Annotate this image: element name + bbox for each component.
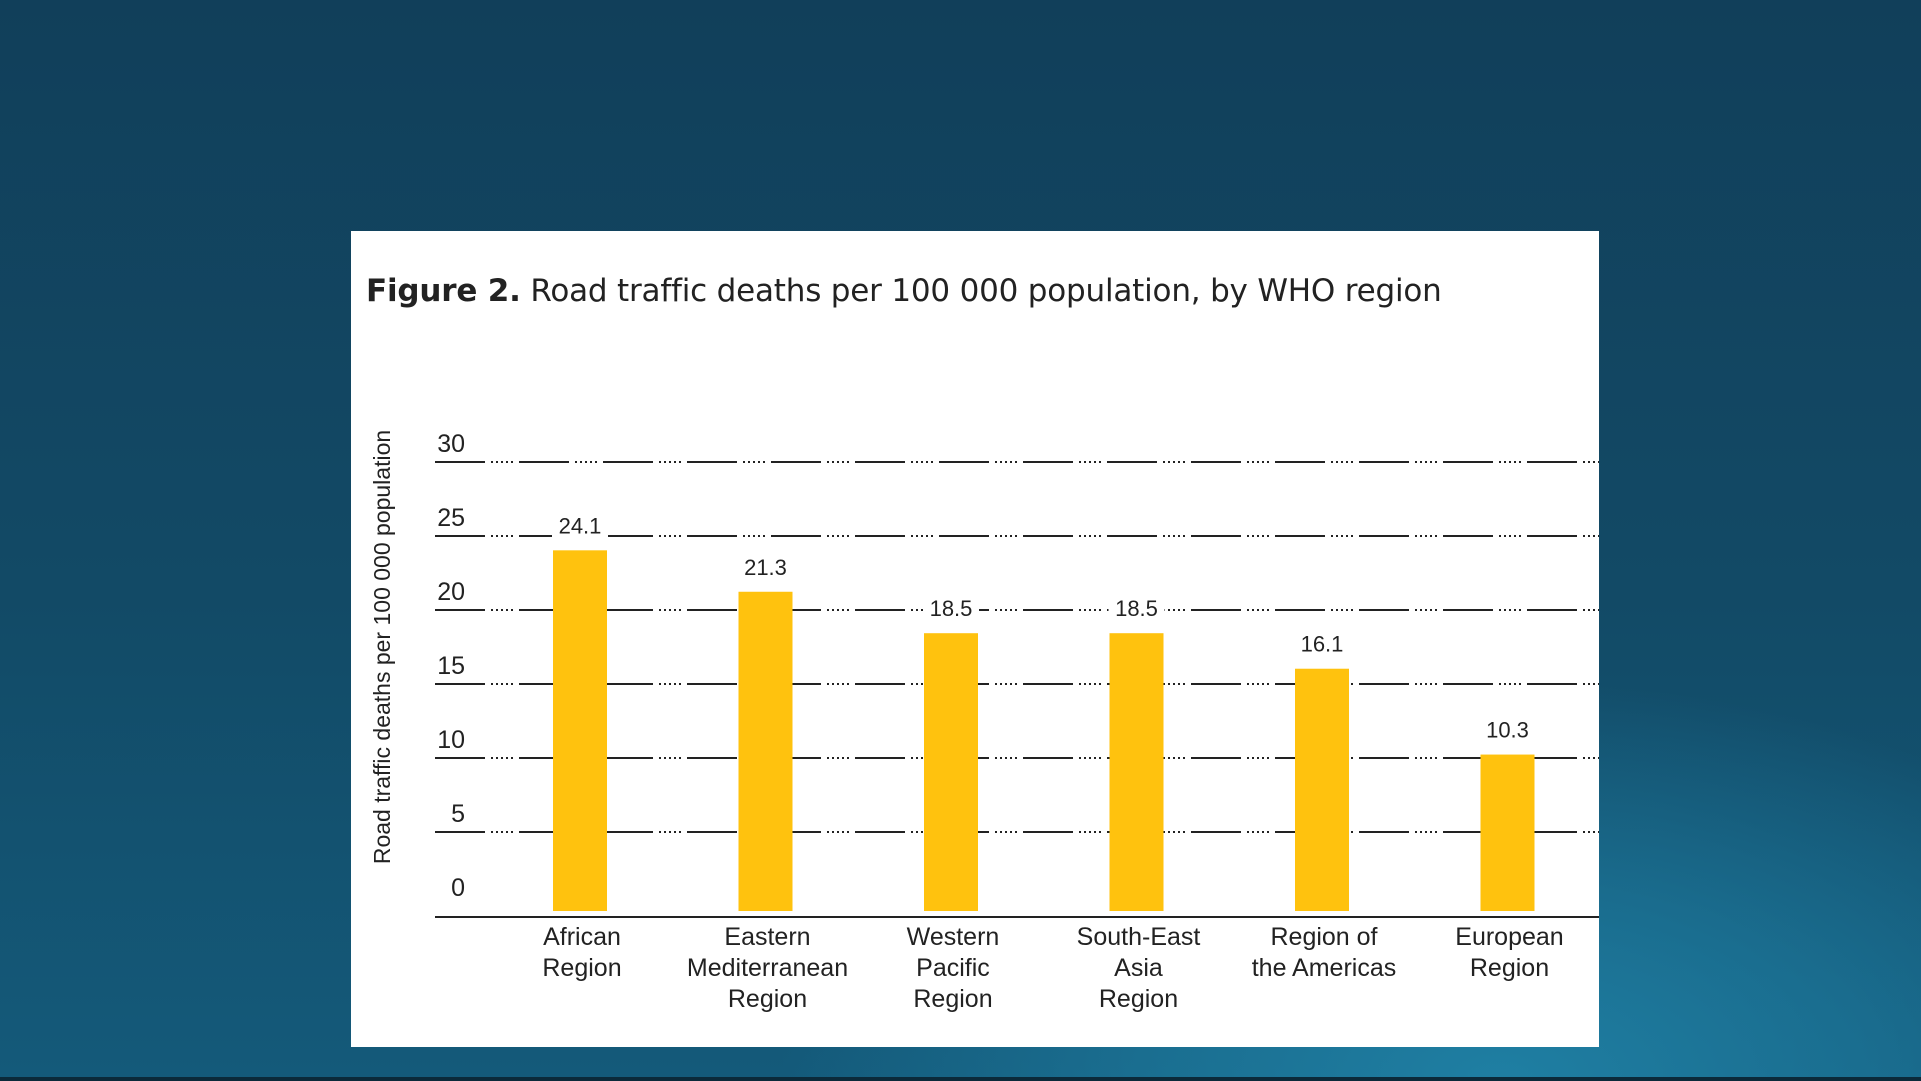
value-label-bg: [552, 512, 608, 539]
y-tick-label: 0: [451, 874, 465, 902]
x-tick-label: Western: [907, 923, 1000, 951]
y-tick-label: 20: [437, 578, 465, 606]
y-tick-label: 25: [437, 504, 465, 532]
value-label: 10.3: [1486, 718, 1529, 743]
bars: [553, 550, 1535, 911]
y-tick-label: 5: [451, 800, 465, 828]
x-tick-label: South-East: [1077, 923, 1201, 951]
bar: [553, 550, 607, 911]
bar: [738, 591, 793, 911]
y-tick-label: 15: [437, 652, 465, 680]
value-label: 18.5: [930, 596, 973, 621]
value-label-bg: [737, 553, 794, 580]
bar: [1480, 754, 1535, 911]
value-label-bg: [923, 595, 979, 622]
value-label-bg: [1294, 630, 1350, 657]
x-tick-label: Region: [1099, 985, 1178, 1013]
bar: [1295, 668, 1349, 911]
bottom-strip: [0, 1077, 1921, 1081]
bar: [1109, 633, 1164, 911]
bar: [924, 633, 978, 911]
x-tick-label: Region of: [1270, 923, 1377, 951]
labels: 0 5 10 15 20 25 30 24.1 African Region 21.3 Eastern…: [437, 430, 1564, 1013]
x-tick-label: Asia: [1114, 954, 1163, 982]
value-label-bg: [1479, 716, 1536, 743]
x-tick-label: African: [543, 923, 621, 951]
y-tick-label: 30: [437, 430, 465, 458]
x-tick-label: Region: [728, 985, 807, 1013]
y-tick-label: 10: [437, 726, 465, 754]
chart-title: Figure 2. Road traffic deaths per 100 00…: [366, 273, 1442, 309]
gridlines: [435, 461, 1599, 918]
value-label: 24.1: [559, 513, 602, 538]
y-axis-label: Road traffic deaths per 100 000 populati…: [369, 430, 395, 864]
bar-chart: 0 5 10 15 20 25 30 24.1 African Region 21.3 Eastern…: [369, 430, 1599, 1013]
x-tick-label: Pacific: [916, 954, 990, 982]
value-label: 21.3: [744, 555, 787, 580]
x-tick-label: Eastern: [724, 923, 810, 951]
x-tick-label: Region: [1470, 954, 1549, 982]
x-tick-label: Region: [542, 954, 621, 982]
chart-panel: Figure 2. Road traffic deaths per 100 00…: [351, 231, 1599, 1047]
value-label-bg: [1108, 595, 1165, 622]
value-label: 16.1: [1301, 632, 1344, 657]
value-label: 18.5: [1115, 596, 1158, 621]
chart-title-text: Road traffic deaths per 100 000 populati…: [530, 273, 1442, 309]
x-tick-label: Mediterranean: [687, 954, 848, 982]
x-tick-label: European: [1455, 923, 1563, 951]
x-tick-label: the Americas: [1252, 954, 1397, 982]
figure-label: Figure 2.: [366, 273, 521, 309]
x-tick-label: Region: [913, 985, 992, 1013]
